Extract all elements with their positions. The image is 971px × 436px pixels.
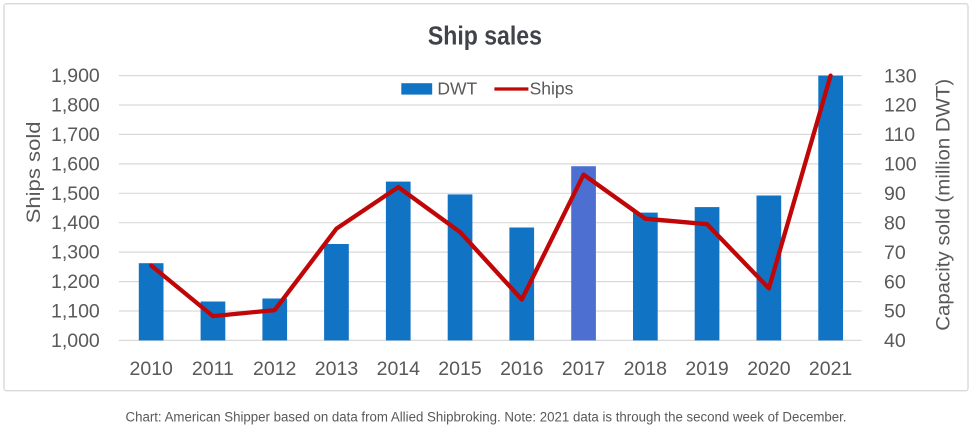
svg-text:1,800: 1,800 [51,95,100,117]
svg-text:100: 100 [884,154,917,176]
svg-text:70: 70 [884,242,906,264]
svg-text:2018: 2018 [624,358,667,380]
svg-text:80: 80 [884,212,906,234]
svg-text:DWT: DWT [437,79,477,99]
svg-text:Ship sales: Ship sales [428,23,542,51]
svg-text:1,700: 1,700 [51,124,100,146]
svg-text:Capacity sold (million DWT): Capacity sold (million DWT) [932,79,954,331]
svg-text:2013: 2013 [315,358,358,380]
svg-text:1,100: 1,100 [51,301,100,323]
svg-text:2016: 2016 [500,358,543,380]
svg-text:1,200: 1,200 [51,271,100,293]
svg-text:1,600: 1,600 [51,153,100,175]
svg-text:40: 40 [884,330,906,352]
svg-text:50: 50 [884,301,906,323]
svg-text:90: 90 [884,183,906,205]
svg-text:110: 110 [884,124,915,146]
svg-text:2015: 2015 [438,358,482,380]
svg-text:1,300: 1,300 [51,242,100,264]
svg-text:1,500: 1,500 [51,183,100,205]
svg-text:2012: 2012 [253,358,296,380]
svg-text:2021: 2021 [809,358,852,380]
svg-text:120: 120 [884,95,917,117]
svg-text:2017: 2017 [562,358,605,380]
svg-text:2011: 2011 [192,358,234,380]
svg-text:Ships: Ships [530,79,574,99]
svg-text:130: 130 [884,65,917,87]
svg-text:Ships sold: Ships sold [23,121,45,223]
svg-text:1,000: 1,000 [51,330,100,352]
svg-text:1,900: 1,900 [51,65,100,87]
svg-text:1,400: 1,400 [51,212,100,234]
svg-text:2014: 2014 [377,358,421,380]
svg-text:2010: 2010 [130,358,174,380]
svg-text:2019: 2019 [685,358,728,380]
svg-text:60: 60 [884,271,906,293]
svg-text:2020: 2020 [747,358,791,380]
svg-text:Chart: American Shipper based: Chart: American Shipper based on data fr… [126,409,847,424]
